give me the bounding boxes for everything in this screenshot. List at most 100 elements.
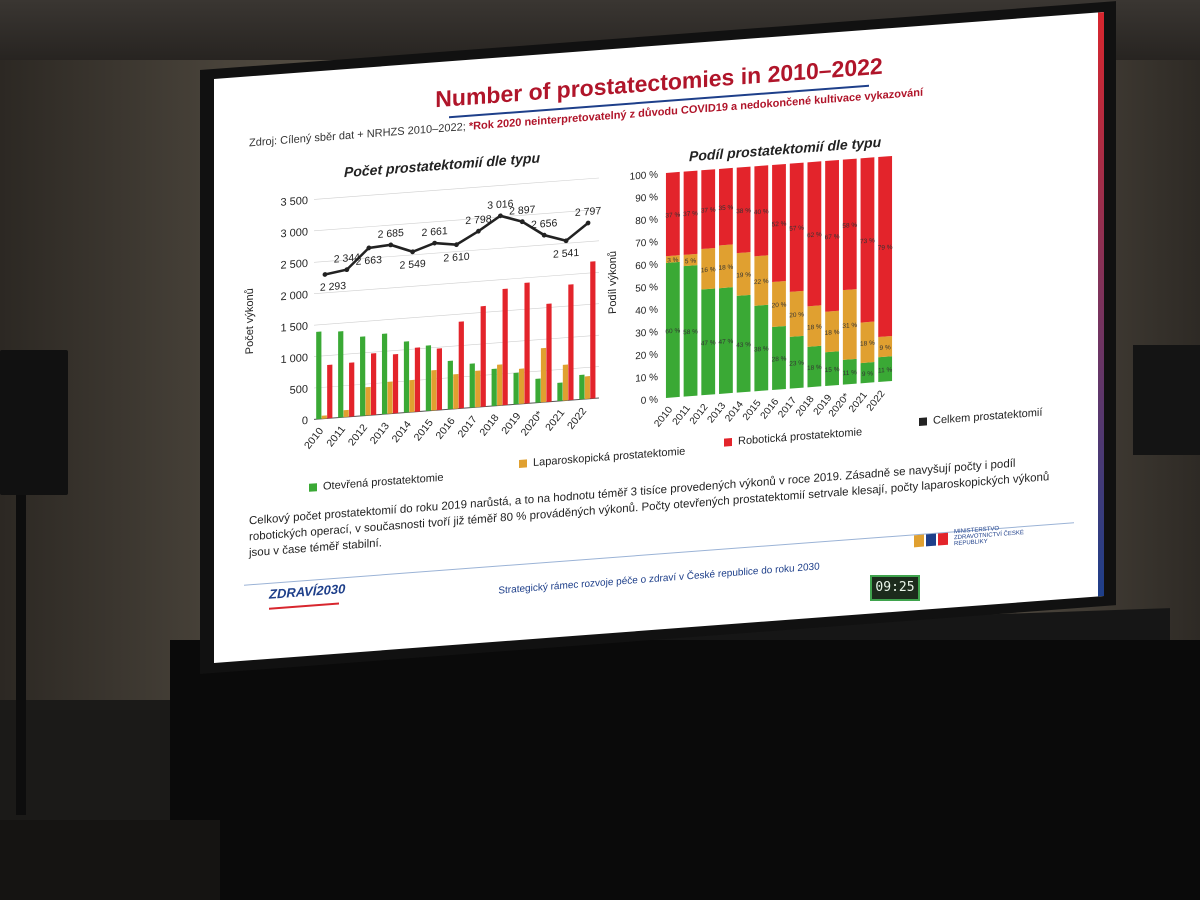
xtick-label: 2010: [652, 404, 675, 429]
bar-open: [360, 336, 365, 416]
xtick-label: 2013: [706, 400, 729, 425]
total-data-label: 2 663: [356, 254, 382, 268]
bar-robotic: [590, 261, 595, 398]
ytick-label: 70 %: [635, 237, 658, 250]
ytick-label: 50 %: [635, 282, 658, 295]
bar-open: [514, 373, 519, 405]
bar-laparoscopic: [519, 368, 524, 404]
segment-label-open: 11 %: [878, 367, 893, 375]
bar-open: [338, 331, 343, 418]
xtick-label: 2016: [759, 396, 782, 421]
total-data-label: 2 610: [443, 251, 469, 265]
ytick-label: 2 500: [281, 258, 308, 272]
total-data-label: 2 798: [465, 213, 491, 227]
bar-robotic: [481, 306, 486, 407]
segment-label-laparoscopic: 20 %: [772, 301, 787, 309]
legend-swatch-laparoscopic: [519, 459, 527, 468]
ministry-mark-1: [914, 535, 924, 548]
bar-open: [382, 333, 387, 414]
segment-label-laparoscopic: 3 %: [667, 257, 678, 265]
slide: Number of prostatectomies in 2010–2022 Z…: [214, 12, 1104, 663]
ytick-label: 90 %: [635, 192, 658, 205]
xtick-label: 2020*: [519, 409, 546, 438]
ytick-label: 10 %: [635, 372, 658, 385]
total-data-label: 2 549: [400, 258, 426, 272]
total-point: [323, 272, 328, 277]
xtick-label: 2016: [434, 415, 458, 441]
segment-label-laparoscopic: 18 %: [860, 340, 875, 348]
gridline: [314, 272, 599, 293]
bar-open: [448, 361, 453, 410]
segment-label-open: 28 %: [772, 355, 787, 363]
bar-laparoscopic: [431, 370, 436, 411]
legend-label-laparoscopic: Laparoskopická prostatektomie: [533, 446, 685, 469]
xtick-label: 2015: [741, 398, 764, 423]
segment-label-open: 9 %: [862, 370, 873, 378]
bar-open: [579, 375, 584, 400]
segment-label-laparoscopic: 5 %: [685, 258, 696, 266]
segment-label-laparoscopic: 9 %: [880, 344, 891, 352]
ytick-label: 3 500: [281, 195, 308, 209]
ytick-label: 20 %: [635, 350, 658, 363]
total-data-label: 2 656: [531, 217, 557, 231]
total-point: [344, 267, 349, 272]
segment-label-robotic: 79 %: [878, 244, 893, 252]
total-data-label: 2 541: [553, 247, 579, 261]
speaker-stand: [16, 495, 26, 815]
segment-label-robotic: 67 %: [825, 233, 840, 241]
segment-label-robotic: 35 %: [719, 204, 734, 212]
bar-open: [404, 341, 409, 412]
slide-edge-accent: [1098, 12, 1104, 596]
timer-display: 09:25: [870, 575, 920, 601]
bar-laparoscopic: [344, 410, 349, 417]
total-point: [476, 229, 481, 234]
total-data-label: 2 897: [509, 204, 535, 218]
segment-label-laparoscopic: 20 %: [789, 311, 804, 319]
bar-robotic: [349, 362, 354, 416]
xtick-label: 2013: [368, 420, 392, 446]
total-point: [366, 245, 371, 250]
ministry-name: MINISTERSTVO ZDRAVOTNICTVÍ ČESKÉ REPUBLI…: [954, 523, 1034, 547]
bar-robotic: [546, 304, 551, 402]
floor: [0, 820, 220, 900]
segment-label-robotic: 37 %: [683, 210, 698, 218]
chart-counts: 05001 0001 5002 0002 5003 0003 500201020…: [254, 159, 614, 476]
stage: [170, 640, 1200, 900]
legend-swatch-open: [309, 483, 317, 492]
total-point: [454, 242, 459, 247]
segment-label-robotic: 38 %: [736, 207, 751, 215]
ministry-mark-2: [926, 534, 936, 547]
bar-laparoscopic: [585, 376, 590, 399]
segment-label-robotic: 57 %: [789, 225, 804, 233]
segment-label-robotic: 40 %: [754, 208, 769, 216]
bar-laparoscopic: [541, 348, 546, 402]
gridline: [314, 335, 599, 356]
xtick-label: 2014: [390, 419, 414, 445]
bar-laparoscopic: [322, 415, 327, 419]
ytick-label: 30 %: [635, 327, 658, 340]
segment-label-open: 18 %: [807, 364, 822, 372]
legend-item-total: Celkem prostatektomií: [919, 407, 1042, 428]
projection-screen: Number of prostatectomies in 2010–2022 Z…: [200, 1, 1116, 674]
segment-label-robotic: 62 %: [807, 231, 822, 239]
ytick-label: 0 %: [641, 395, 658, 407]
ytick-label: 100 %: [630, 170, 658, 183]
bar-robotic: [371, 353, 376, 415]
segment-label-laparoscopic: 18 %: [825, 329, 840, 337]
segment-label-open: 47 %: [701, 339, 716, 347]
segment-label-laparoscopic: 31 %: [842, 322, 857, 330]
legend-label-open: Otevřená prostatektomie: [323, 472, 443, 493]
bar-open: [426, 345, 431, 411]
segment-label-laparoscopic: 16 %: [701, 266, 716, 274]
segment-label-robotic: 37 %: [665, 212, 680, 220]
total-data-label: 2 797: [575, 205, 601, 219]
gridline: [314, 178, 599, 199]
speaker-right: [1133, 345, 1200, 455]
bar-open: [492, 369, 497, 406]
xtick-label: 2014: [723, 399, 746, 424]
legend-label-total: Celkem prostatektomií: [933, 407, 1042, 427]
xtick-label: 2018: [794, 394, 817, 419]
ytick-label: 80 %: [635, 215, 658, 228]
segment-label-open: 43 %: [736, 341, 751, 349]
ytick-label: 2 000: [281, 289, 308, 303]
